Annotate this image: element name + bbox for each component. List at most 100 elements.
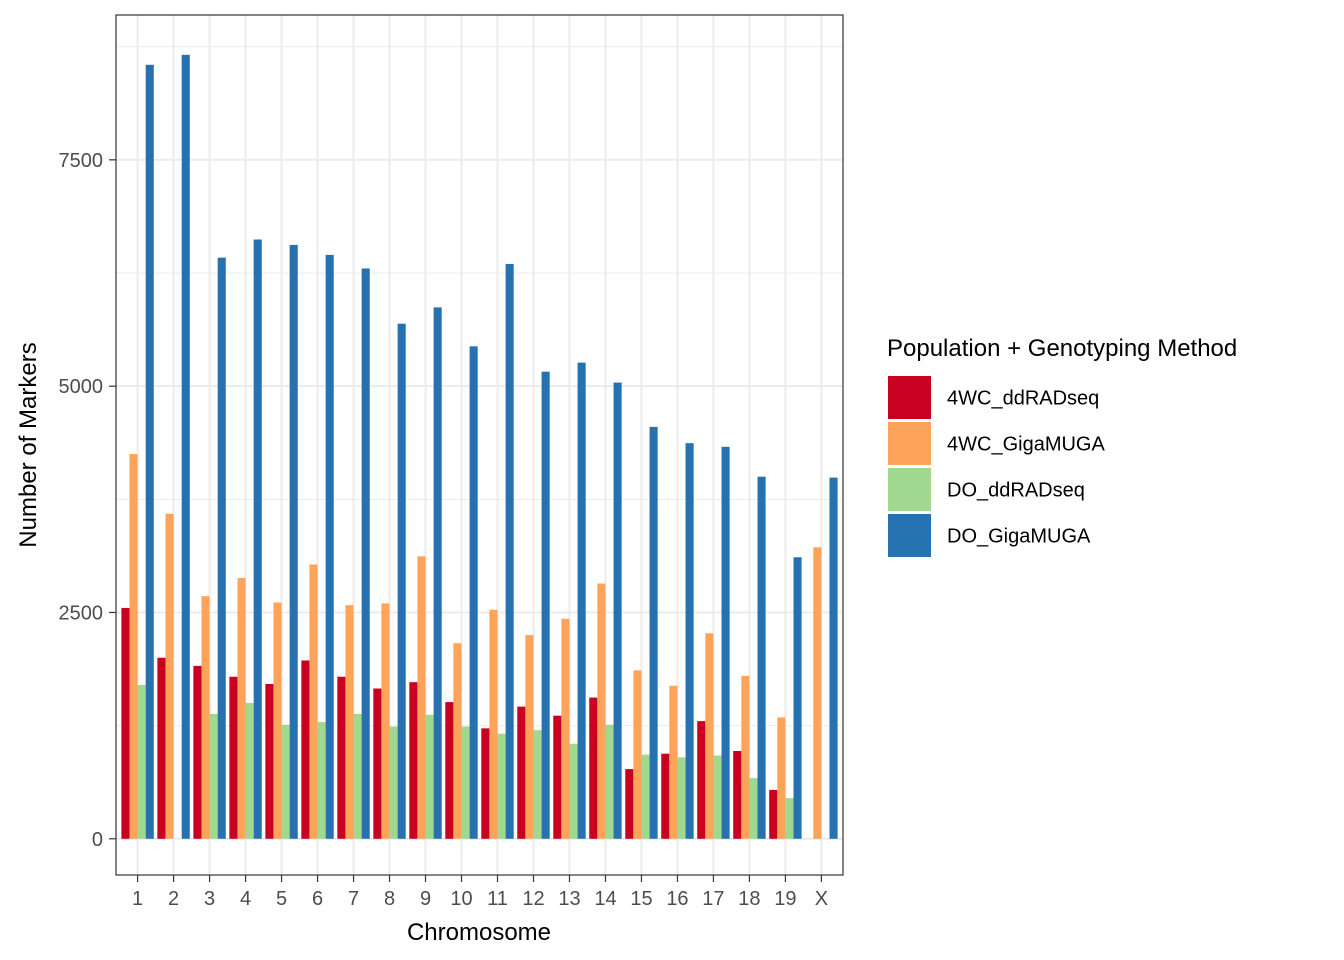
bar-4WC_ddRADseq-19 [769,789,778,839]
bar-DO_GigaMUGA-4 [253,239,262,839]
bar-4WC_ddRADseq-5 [265,683,274,839]
bar-4WC_GigaMUGA-15 [633,670,642,839]
bar-DO_GigaMUGA-9 [433,307,442,839]
bar-DO_GigaMUGA-10 [469,346,478,839]
bar-4WC_GigaMUGA-8 [381,603,390,839]
x-axis: 1 2 3 4 5 6 7 8 9 10 11 12 13 14 15 16 17 18 19 X [132,875,828,910]
bar-4WC_ddRADseq-1 [121,607,130,839]
bar-4WC_GigaMUGA-2 [165,513,174,839]
bar-4WC_GigaMUGA-7 [345,605,354,839]
bar-4WC_GigaMUGA-16 [669,685,678,839]
bar-DO_ddRADseq-4 [245,703,254,839]
bar-DO_ddRADseq-5 [281,724,290,839]
y-tick-label: 2500 [59,602,104,624]
bar-4WC_GigaMUGA-17 [705,633,714,839]
bar-DO_ddRADseq-15 [641,754,650,839]
bar-DO_GigaMUGA-17 [721,446,730,839]
x-tick-label: 4 [240,888,251,910]
bar-4WC_GigaMUGA-9 [417,556,426,839]
bar-4WC_ddRADseq-7 [337,676,346,839]
legend-label-4WC_GigaMUGA: 4WC_GigaMUGA [947,434,1105,456]
bar-4WC_ddRADseq-18 [733,750,742,839]
bar-DO_ddRADseq-3 [209,713,218,839]
panel-border [115,14,844,876]
bar-DO_GigaMUGA-X [829,477,838,839]
legend-label-DO_GigaMUGA: DO_GigaMUGA [947,526,1091,548]
bar-4WC_GigaMUGA-12 [525,635,534,839]
bar-DO_GigaMUGA-1 [145,64,154,839]
bar-4WC_GigaMUGA-X [813,547,822,839]
bar-4WC_ddRADseq-12 [517,706,526,839]
x-tick-label: 18 [738,888,760,910]
bar-DO_ddRADseq-19 [785,798,794,839]
bar-DO_GigaMUGA-15 [649,426,658,839]
y-tick-label: 7500 [59,150,104,172]
bar-DO_ddRADseq-11 [497,733,506,839]
bars [121,54,838,839]
bar-DO_GigaMUGA-2 [181,54,190,839]
bar-4WC_GigaMUGA-10 [453,643,462,839]
x-tick-label: 17 [702,888,724,910]
legend-key-4WC_GigaMUGA [888,422,931,465]
x-tick-label: 12 [522,888,544,910]
bar-4WC_ddRADseq-9 [409,682,418,839]
bar-4WC_GigaMUGA-13 [561,618,570,839]
bar-DO_GigaMUGA-7 [361,268,370,839]
bar-4WC_ddRADseq-3 [193,665,202,839]
bar-4WC_ddRADseq-15 [625,769,634,839]
x-tick-label: X [815,888,828,910]
legend-key-DO_GigaMUGA [888,514,931,557]
legend-label-4WC_ddRADseq: 4WC_ddRADseq [947,388,1099,410]
bar-DO_ddRADseq-16 [677,757,686,839]
bar-4WC_ddRADseq-14 [589,697,598,839]
bar-4WC_ddRADseq-16 [661,753,670,839]
bar-DO_GigaMUGA-14 [613,382,622,839]
bar-DO_ddRADseq-13 [569,743,578,839]
x-tick-label: 1 [132,888,143,910]
y-tick-label: 0 [92,829,103,851]
x-tick-label: 8 [384,888,395,910]
bar-4WC_ddRADseq-17 [697,721,706,839]
bar-DO_GigaMUGA-5 [289,244,298,839]
legend-key-4WC_ddRADseq [888,376,931,419]
x-tick-label: 7 [348,888,359,910]
bar-DO_GigaMUGA-8 [397,323,406,839]
bar-DO_GigaMUGA-13 [577,362,586,839]
bar-4WC_GigaMUGA-5 [273,602,282,839]
bar-4WC_GigaMUGA-6 [309,564,318,839]
legend-key-DO_ddRADseq [888,468,931,511]
bar-DO_ddRADseq-14 [605,724,614,839]
bar-DO_GigaMUGA-6 [325,254,334,839]
x-tick-label: 11 [487,888,508,910]
x-tick-label: 19 [774,888,796,910]
x-tick-label: 6 [312,888,323,910]
bar-4WC_GigaMUGA-3 [201,596,210,839]
bar-DO_ddRADseq-12 [533,730,542,839]
bar-4WC_ddRADseq-10 [445,702,454,839]
legend-title: Population + Genotyping Method [887,335,1237,362]
bar-4WC_ddRADseq-6 [301,660,310,839]
bar-DO_ddRADseq-1 [137,684,146,839]
bar-DO_GigaMUGA-19 [793,557,802,839]
bar-4WC_ddRADseq-8 [373,688,382,839]
bar-DO_ddRADseq-9 [425,714,434,839]
bar-DO_ddRADseq-18 [749,778,758,839]
bar-DO_GigaMUGA-11 [505,263,514,839]
y-axis-title: Number of Markers [15,342,42,547]
bar-4WC_ddRADseq-11 [481,728,490,839]
bar-DO_GigaMUGA-3 [217,257,226,839]
x-tick-label: 2 [168,888,179,910]
bar-DO_ddRADseq-6 [317,722,326,839]
bar-4WC_GigaMUGA-1 [129,454,138,839]
bar-4WC_ddRADseq-4 [229,676,238,839]
plot-panel [115,14,844,876]
x-tick-label: 13 [558,888,580,910]
bar-4WC_GigaMUGA-19 [777,717,786,839]
x-axis-title: Chromosome [407,919,551,946]
legend-label-DO_ddRADseq: DO_ddRADseq [947,480,1085,502]
y-axis: 0 2500 5000 7500 [59,150,116,851]
bar-DO_ddRADseq-7 [353,713,362,839]
bar-4WC_GigaMUGA-11 [489,609,498,839]
x-tick-label: 5 [276,888,287,910]
